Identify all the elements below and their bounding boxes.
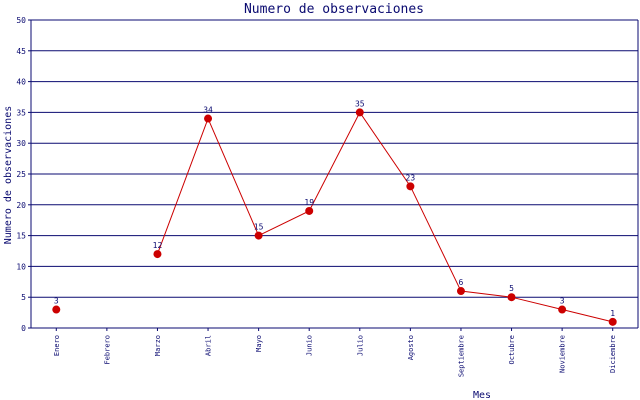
y-tick-label: 25: [16, 170, 26, 179]
x-tick-label: Mayo: [255, 335, 263, 352]
y-axis-title: Numero de observaciones: [3, 106, 14, 244]
data-point: [456, 287, 465, 296]
y-tick-label: 40: [16, 78, 26, 87]
data-point: [608, 317, 617, 326]
data-label: 12: [153, 241, 163, 250]
x-axis-title: Mes: [473, 390, 491, 400]
data-labels: 3 12 34 15 19 35 23 6 5 3 1: [54, 99, 615, 317]
x-tick-label: Septiembre: [457, 335, 465, 377]
data-label: 23: [406, 173, 416, 182]
data-label: 19: [304, 198, 314, 207]
data-point: [52, 305, 61, 314]
data-label: 5: [509, 284, 514, 293]
data-label: 3: [560, 297, 565, 306]
x-tick-label: Noviembre: [559, 335, 567, 373]
x-tick-label: Octubre: [508, 335, 516, 365]
series-line: [156, 111, 613, 323]
grid-lines: [31, 19, 638, 329]
data-point: [204, 114, 213, 123]
data-point: [254, 231, 263, 240]
data-label: 15: [254, 223, 264, 232]
y-tick-label: 10: [16, 262, 26, 271]
data-label: 3: [54, 297, 59, 306]
x-tick-label: Febrero: [103, 335, 111, 365]
data-point: [558, 305, 567, 314]
data-label: 1: [610, 309, 615, 318]
y-tick-label: 35: [16, 108, 26, 117]
axes: [28, 19, 639, 331]
data-point: [406, 182, 415, 191]
chart-title: Numero de observaciones: [244, 2, 424, 17]
x-tick-label: Julio: [356, 335, 364, 356]
x-tick-labels: Enero Febrero Marzo Abril Mayo Junio Julio Agos…: [53, 335, 617, 377]
y-tick-label: 15: [16, 232, 26, 241]
data-point: [153, 250, 162, 259]
data-point: [507, 293, 516, 302]
data-label: 6: [459, 278, 464, 287]
y-tick-labels: 0 5 10 15 20 25 30 35 40 45 50: [16, 16, 26, 333]
y-tick-label: 50: [16, 16, 26, 25]
data-label: 35: [355, 99, 365, 108]
y-tick-label: 30: [16, 139, 26, 148]
x-tick-label: Junio: [306, 335, 314, 356]
data-point: [305, 206, 314, 215]
y-tick-label: 0: [21, 324, 26, 333]
x-tick-label: Agosto: [407, 335, 415, 360]
x-tick-label: Marzo: [154, 335, 162, 356]
y-tick-label: 20: [16, 201, 26, 210]
data-point: [355, 108, 364, 117]
data-label: 34: [203, 106, 213, 115]
y-tick-label: 45: [16, 47, 26, 56]
x-tick-label: Diciembre: [609, 335, 617, 373]
series: [52, 108, 617, 326]
x-tick-label: Enero: [53, 335, 61, 356]
y-tick-label: 5: [21, 293, 26, 302]
x-tick-label: Abril: [205, 335, 213, 356]
